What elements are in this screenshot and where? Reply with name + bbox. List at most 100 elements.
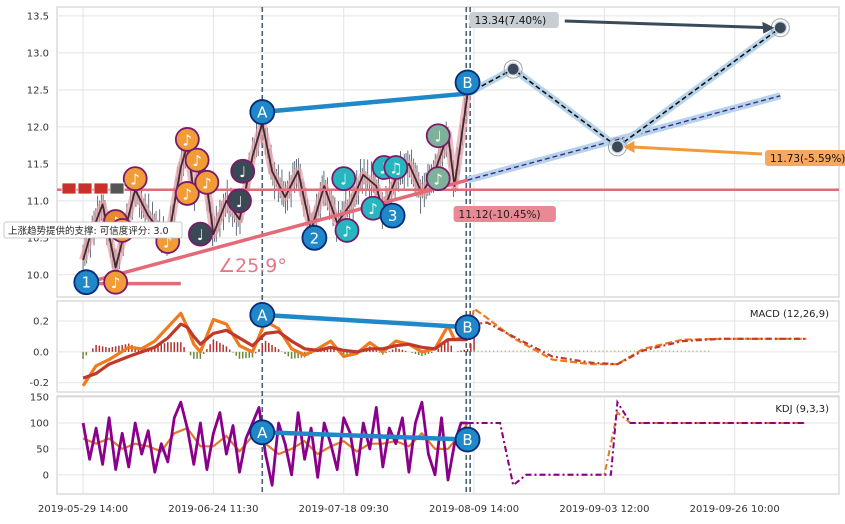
price-ytick-label: 11.0 <box>27 196 49 207</box>
support-note-box <box>3 221 183 239</box>
wave-label-marker <box>379 202 406 229</box>
kdj-ytick-label: 0 <box>43 470 49 481</box>
note-marker-symbol: ♪ <box>368 200 378 218</box>
macd-ytick-label: -0.2 <box>29 378 49 389</box>
target-arrow <box>564 19 769 30</box>
note-marker-symbol: ♪ <box>202 174 212 192</box>
xtick-label: 2019-09-03 12:00 <box>559 504 649 515</box>
note-marker-symbol: ♪ <box>433 171 443 189</box>
kdj-ytick-label: 50 <box>36 444 49 455</box>
projection-marker-ring <box>503 59 523 79</box>
note-marker-symbol: ♩ <box>340 171 347 189</box>
price-ytick-label: 10.5 <box>27 233 49 244</box>
note-marker-symbol: ♩ <box>435 128 442 146</box>
kdj-ytick-label: 100 <box>30 418 49 429</box>
wave-label-text: A <box>257 104 268 122</box>
wave-label-text: B <box>462 74 472 92</box>
xtick-label: 2019-08-09 14:00 <box>429 504 519 515</box>
wave-label-text: 2 <box>310 229 320 247</box>
note-marker <box>230 158 256 184</box>
note-marker-symbol: ♪ <box>192 152 202 170</box>
wave-label-marker <box>454 314 481 341</box>
legend-swatch <box>61 182 77 195</box>
note-marker <box>227 188 252 214</box>
legend-swatch <box>109 182 125 195</box>
note-marker <box>334 218 360 243</box>
xtick-label: 2019-06-24 11:30 <box>168 504 258 515</box>
projection-marker <box>773 21 787 35</box>
wave-label-marker <box>249 419 276 446</box>
note-marker-symbol: ♪ <box>183 185 193 203</box>
wave-label-text: A <box>257 424 268 442</box>
note-marker-symbol: ♪ <box>130 171 140 189</box>
note-marker <box>194 169 220 195</box>
note-marker-symbol: ♪ <box>163 234 173 252</box>
note-marker <box>425 166 451 192</box>
support-note: 上涨趋势提供的支撑: 可信度评分: 3.0 <box>8 225 169 237</box>
ab-trendline <box>262 91 468 115</box>
note-marker-symbol: ♪ <box>111 274 121 292</box>
note-marker <box>122 166 148 192</box>
macd-ytick-label: 0.2 <box>33 317 49 328</box>
support-arrowhead <box>623 140 635 153</box>
wave-label-marker <box>73 269 100 296</box>
support-annotation-box <box>765 150 845 166</box>
price-ytick-label: 11.5 <box>27 159 49 170</box>
price-ytick-label: 12.5 <box>27 85 49 96</box>
target-annotation: 13.34(7.40%) <box>475 15 547 27</box>
xtick-label: 2019-05-29 14:00 <box>38 504 128 515</box>
wave-label-text: B <box>462 431 472 449</box>
note-marker-symbol: ♩ <box>236 193 243 211</box>
note-marker-symbol: ♩ <box>239 163 246 181</box>
note-marker-symbol: ♪ <box>183 131 193 149</box>
wave-label-text: A <box>257 306 268 324</box>
wave-label-text: 3 <box>388 207 398 225</box>
note-marker <box>425 123 451 149</box>
wave-label-marker <box>301 224 328 251</box>
wave-label-text: 1 <box>82 274 92 292</box>
macd-line-1 <box>82 322 468 380</box>
wave-label-marker <box>454 69 481 96</box>
wave-label-marker <box>454 426 481 453</box>
legend-swatch <box>77 182 93 195</box>
kdj-ytick-label: 150 <box>30 393 49 404</box>
note-marker-symbol: ♪ <box>342 222 352 240</box>
note-marker <box>187 221 213 247</box>
note-marker <box>174 181 200 206</box>
kdj-panel-frame <box>56 395 840 495</box>
kdj-projection-1 <box>467 399 807 487</box>
note-marker-symbol: ♩ <box>197 226 204 244</box>
note-marker <box>383 155 409 180</box>
price-ytick-label: 13.0 <box>27 48 49 59</box>
price-ytick-label: 12.0 <box>27 122 49 133</box>
kdj-line-0 <box>82 422 469 456</box>
projection-marker <box>506 62 520 76</box>
macd-ab-trendline <box>262 312 468 330</box>
kdj-ab-trendline <box>262 430 468 442</box>
projection-marker <box>610 140 625 154</box>
macd-ytick-label: 0.0 <box>33 347 49 358</box>
support-trendline <box>82 178 469 286</box>
kdj-title: KDJ (9,3,3) <box>775 404 829 415</box>
macd-title: MACD (12,26,9) <box>750 309 829 320</box>
wave-label-marker <box>249 99 276 125</box>
note-marker-symbol: ♫ <box>389 160 402 178</box>
price-ytick-label: 13.5 <box>27 11 49 22</box>
target-annotation-box <box>469 12 559 28</box>
note-marker <box>331 166 357 192</box>
wave-label-text: B <box>462 319 472 337</box>
resistance-annotation: 11.12(-10.45%) <box>459 209 541 221</box>
xtick-label: 2019-09-26 10:00 <box>690 504 780 515</box>
resistance-annotation-box <box>453 206 556 222</box>
note-marker <box>174 127 200 152</box>
note-marker <box>184 147 210 173</box>
wave-label-marker <box>249 301 276 328</box>
support-arrow <box>629 145 763 156</box>
angle-annotation: ∠25.9° <box>218 255 287 277</box>
target-path <box>616 27 781 148</box>
kdj-line-1 <box>81 400 468 487</box>
price-ytick-label: 10.0 <box>27 270 49 281</box>
legend-swatch <box>93 182 109 195</box>
